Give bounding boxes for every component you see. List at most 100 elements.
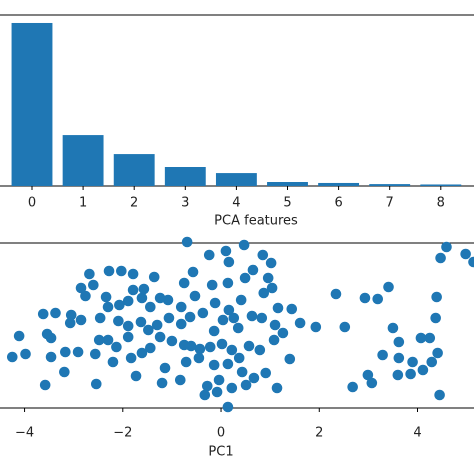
scatter-point xyxy=(20,348,31,360)
x-tick-label: 4 xyxy=(413,426,421,441)
scatter-point xyxy=(122,295,134,307)
scatter-point xyxy=(424,332,436,344)
bar xyxy=(11,22,53,187)
scatter-point xyxy=(107,356,119,368)
scatter-point xyxy=(233,352,245,364)
x-tick-label: 0 xyxy=(28,196,36,211)
scatter-point xyxy=(181,236,193,248)
bar xyxy=(215,173,257,186)
scatter-point xyxy=(197,307,209,319)
scatter-point xyxy=(460,248,471,260)
scatter-point xyxy=(89,348,101,360)
scatter-point xyxy=(145,342,156,354)
scatter-point xyxy=(468,256,474,268)
scatter-point xyxy=(204,341,216,353)
scatter-point xyxy=(247,264,259,276)
x-tick-label: 7 xyxy=(386,196,394,211)
scatter-point xyxy=(222,401,234,413)
x-tick-label: −4 xyxy=(15,426,34,441)
scatter-point xyxy=(222,277,234,289)
scatter-point xyxy=(236,366,248,378)
scatter-point xyxy=(199,389,211,401)
scatter-point xyxy=(392,369,404,381)
scatter-point xyxy=(393,336,405,348)
scatter-point xyxy=(223,256,235,268)
scatter-point xyxy=(175,301,187,313)
scatter-point xyxy=(407,356,418,368)
scatter-point xyxy=(203,249,215,261)
scatter-point xyxy=(13,330,25,342)
x-tick-label: 8 xyxy=(437,196,445,211)
scatter-point xyxy=(178,339,190,351)
scatter-point xyxy=(116,265,127,277)
scatter-point xyxy=(154,292,166,304)
scatter-point xyxy=(113,315,124,327)
scatter-point xyxy=(383,281,394,293)
scatter-point xyxy=(136,292,148,304)
scatter-point xyxy=(90,378,102,390)
scatter-point xyxy=(166,335,178,347)
scatter-point xyxy=(387,322,399,334)
scatter-point xyxy=(148,271,160,283)
scatter-point xyxy=(239,272,251,284)
scatter-point xyxy=(65,309,77,321)
scatter-point xyxy=(211,386,223,398)
scatter-point xyxy=(159,362,171,374)
bar xyxy=(369,184,411,186)
scatter-point xyxy=(93,334,105,346)
scatter-point xyxy=(441,241,452,253)
scatter-point xyxy=(37,308,49,320)
scatter-point xyxy=(59,366,70,378)
bar xyxy=(318,182,360,186)
scatter-point xyxy=(238,239,250,251)
x-tick-label: −2 xyxy=(113,426,132,441)
scatter-point xyxy=(64,317,76,329)
scatter-point xyxy=(240,379,252,391)
scatter-point xyxy=(143,324,154,336)
scatter-point xyxy=(377,349,388,361)
scatter-point xyxy=(347,381,358,393)
scatter-point xyxy=(88,279,99,291)
scatter-point xyxy=(122,320,134,332)
scatter-point xyxy=(6,351,18,363)
scatter-point xyxy=(103,265,115,277)
scatter-point xyxy=(145,301,156,313)
scatter-point xyxy=(265,257,277,269)
scatter-point xyxy=(39,379,51,391)
x-tick-label: 3 xyxy=(181,196,189,211)
scatter-point xyxy=(268,334,280,346)
scatter-point xyxy=(125,352,137,364)
scatter-point xyxy=(432,347,443,359)
scatter-point xyxy=(256,312,268,324)
scatter-point xyxy=(415,332,427,344)
scatter-point xyxy=(257,249,269,261)
scatter-point xyxy=(208,359,220,371)
scatter-point xyxy=(277,327,289,339)
scatter-point xyxy=(258,287,270,299)
scatter-point xyxy=(184,311,196,323)
scatter-point xyxy=(208,325,220,337)
scatter-point xyxy=(175,318,187,330)
scatter-point xyxy=(266,282,278,294)
scatter-point xyxy=(426,356,438,368)
scatter-point xyxy=(294,317,306,329)
scatter-point xyxy=(60,346,71,358)
scatter-point xyxy=(220,245,232,257)
scatter-point xyxy=(94,312,106,324)
scatter-point xyxy=(75,314,87,326)
scatter-point xyxy=(127,268,139,280)
scatter-point xyxy=(122,331,134,343)
scatter-point xyxy=(72,346,84,358)
scatter-point xyxy=(228,312,240,324)
scatter-point xyxy=(111,341,122,353)
scatter-point xyxy=(201,380,213,392)
scatter-point xyxy=(359,292,371,304)
scatter-point xyxy=(216,338,228,350)
bar xyxy=(267,182,308,186)
scatter-point xyxy=(286,303,298,315)
scatter-point xyxy=(272,302,284,314)
scatter-point xyxy=(366,377,378,389)
scatter-point xyxy=(193,352,205,364)
scatter-point xyxy=(189,290,201,302)
